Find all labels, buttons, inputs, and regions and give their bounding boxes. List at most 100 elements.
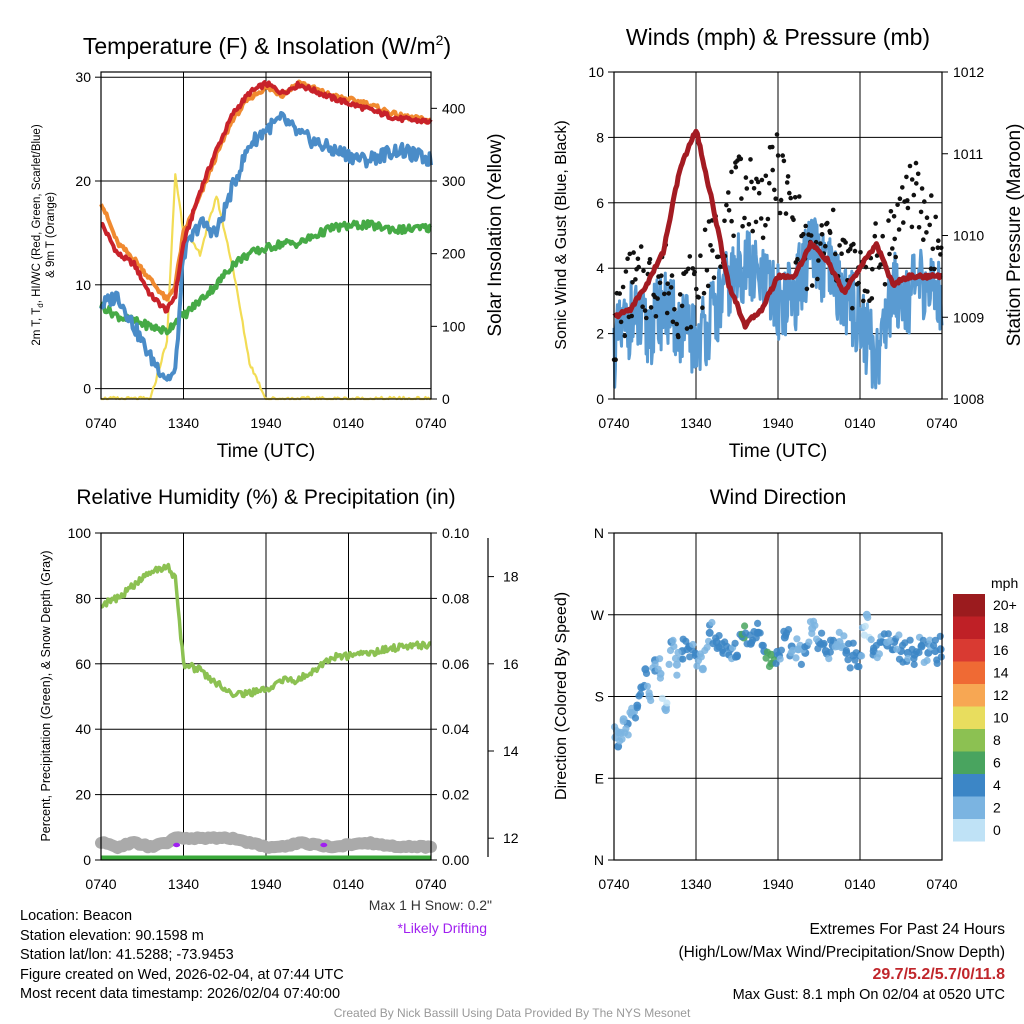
direction-point (636, 690, 645, 698)
gust-point (676, 334, 681, 340)
x-tick-label: 0740 (415, 415, 446, 431)
direction-point (936, 645, 945, 654)
x-tick-label: 1340 (680, 415, 711, 431)
y2-tick-label: 0.02 (442, 787, 469, 803)
gust-point (901, 220, 906, 225)
gust-point (809, 283, 815, 288)
y2-tick-label: 0 (442, 391, 450, 407)
direction-point (904, 654, 912, 663)
winds-panel: Winds (mph) & Pressure (mb) 0 2 4 6 8 10 1008… (553, 24, 1024, 462)
gust-point (644, 315, 649, 321)
direction-point (861, 622, 869, 630)
solar-y-label: Solar Insolation (Yellow) (485, 133, 506, 336)
legend-label: 12 (993, 687, 1009, 703)
gust-point (847, 246, 853, 252)
gust-point (880, 233, 885, 239)
gust-point (861, 298, 866, 304)
gust-point (743, 175, 749, 180)
gust-point (668, 285, 674, 290)
gust-point (911, 192, 917, 198)
speed-color-legend: mph 20+ 18 16 14 12 10 8 6 4 2 0 (953, 575, 1018, 842)
gust-point (785, 174, 791, 179)
gust-point (701, 290, 707, 296)
direction-point (674, 648, 682, 657)
temperature-plot-frame (100, 71, 432, 400)
x-tick-label: 0140 (844, 876, 875, 892)
gust-point (850, 305, 855, 311)
gust-point (772, 187, 777, 193)
direction-x-ticks: 0740 1340 1940 0140 0740 (598, 876, 957, 892)
direction-point (658, 694, 666, 703)
direction-point (937, 653, 945, 661)
y2-tick-label: 0.08 (442, 590, 469, 606)
legend-label: 16 (993, 642, 1009, 658)
direction-points (611, 610, 945, 751)
gust-point (710, 248, 715, 253)
gust-point (909, 224, 915, 230)
direction-point (622, 725, 630, 733)
direction-point (825, 655, 833, 663)
humidity-grid (101, 533, 431, 860)
gust-point (778, 197, 784, 203)
direction-point (642, 669, 651, 678)
direction-point (875, 650, 884, 658)
gust-point (664, 310, 670, 316)
x-tick-label: 1940 (762, 415, 793, 431)
gust-point (936, 238, 941, 243)
direction-point (614, 742, 623, 751)
direction-point (615, 729, 623, 737)
gust-point (765, 216, 771, 222)
credit-line: Created By Nick Bassill Using Data Provi… (333, 1006, 691, 1020)
x-tick-label: 0740 (598, 876, 629, 892)
gust-point (657, 280, 663, 286)
gust-point (655, 296, 660, 301)
gust-point (746, 222, 752, 227)
gust-point (870, 266, 875, 272)
gust-point (931, 266, 937, 272)
gust-point (933, 214, 938, 220)
y-tick-label: N (594, 525, 604, 541)
winds-x-label: Time (UTC) (729, 441, 828, 462)
gust-point (679, 303, 685, 309)
gust-point (774, 132, 780, 137)
legend-swatch (953, 594, 985, 617)
gust-point (872, 233, 878, 239)
gust-point (886, 218, 891, 223)
humidity-y-label: Percent, Precipitation (Green), & Snow D… (39, 550, 53, 841)
direction-point (852, 649, 860, 657)
direction-point (656, 674, 665, 682)
y-tick-label: 0 (596, 391, 604, 407)
direction-point (933, 659, 941, 668)
direction-grid (614, 533, 942, 860)
y-tick-label: 10 (588, 64, 604, 80)
winds-y-label: Sonic Wind & Gust (Blue, Black) (553, 120, 570, 349)
x-tick-label: 0740 (598, 415, 629, 431)
snow-depth-axis: 12 14 16 18 (487, 538, 519, 857)
x-tick-label: 0740 (85, 876, 116, 892)
gust-point (777, 210, 783, 216)
gust-point (904, 174, 909, 180)
gust-point (893, 254, 898, 260)
recent-timestamp: Most recent data timestamp: 2026/02/04 0… (20, 986, 341, 1002)
direction-point (797, 660, 806, 669)
direction-point (731, 639, 739, 647)
direction-point (919, 636, 927, 644)
snow-tick-label: 14 (503, 743, 519, 759)
legend-swatch (953, 639, 985, 662)
y-tick-label: 20 (75, 173, 91, 189)
gust-point (839, 251, 844, 256)
y-tick-label: N (594, 852, 604, 868)
gust-point (625, 256, 630, 262)
legend-swatch (953, 616, 985, 639)
y2-tick-label: 1009 (953, 309, 984, 325)
gust-point (819, 223, 824, 228)
snow-depth-line (95, 831, 437, 854)
legend-swatch (953, 819, 985, 842)
gust-point (665, 281, 670, 287)
direction-point (923, 656, 931, 665)
direction-point (686, 653, 694, 661)
gust-point (674, 321, 679, 327)
gust-point (916, 225, 922, 230)
legend-label: 8 (993, 732, 1001, 748)
